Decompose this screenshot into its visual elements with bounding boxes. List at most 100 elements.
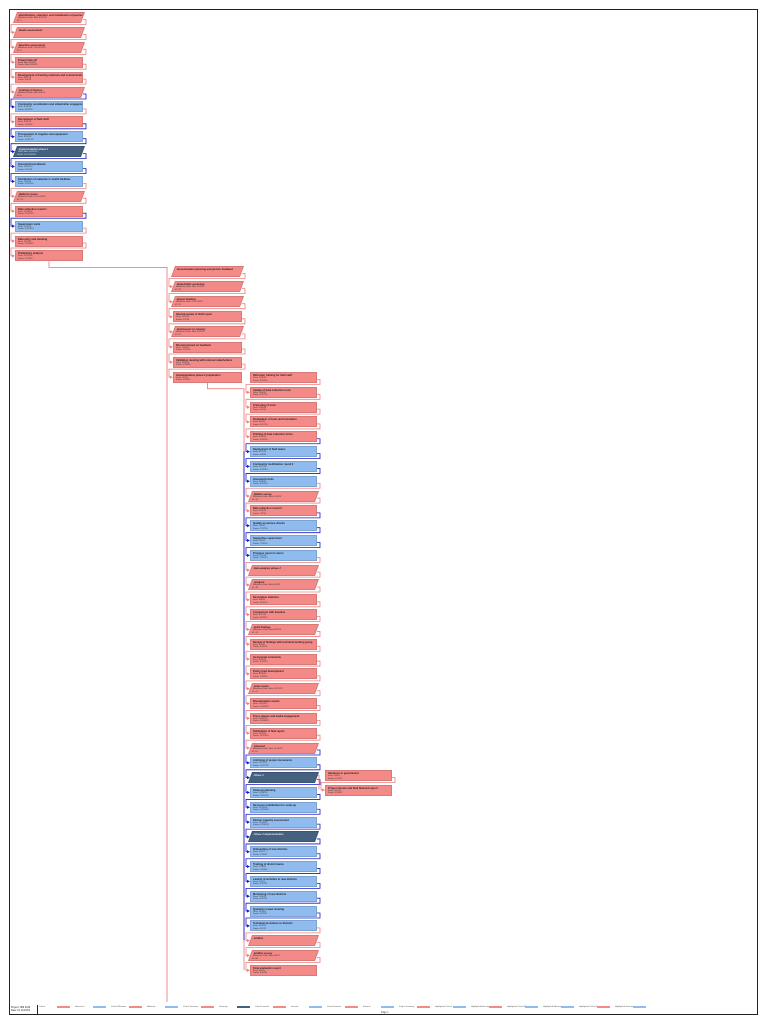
milestone-node[interactable]: Midline survey Milestone Date: Mon 6/15/2…: [247, 490, 320, 502]
milestone-node[interactable]: Report drafting Milestone Date: Fri 1/24/…: [170, 296, 245, 308]
task-node[interactable]: Pretesting of tools Start: 3/30/20 Finish:…: [250, 401, 317, 413]
task-node[interactable]: Household enrollment Start: 10/14/19 Finis…: [15, 161, 83, 172]
task-node[interactable]: Monitoring of new districts Start: 2/15/2…: [250, 890, 317, 902]
task-node[interactable]: Data collection round 1 Start: 11/18/19 Fi…: [15, 205, 83, 217]
milestone-node[interactable]: Data analysis phase 2: [247, 564, 320, 576]
milestone-node[interactable]: Endline survey Milestone Date: Mon 4/5/21…: [247, 949, 320, 961]
task-node[interactable]: Community sensitization and stakeholder …: [15, 101, 83, 113]
node-title: Resource mobilization for scale-up: [253, 803, 297, 807]
node-detail: ID: 22: [174, 333, 182, 336]
task-node[interactable]: Review of findings with technical workin…: [250, 638, 317, 650]
milestone-node[interactable]: Baseline assessment Milestone Date: Thu 8…: [12, 41, 86, 53]
legend-swatch: [633, 1006, 646, 1008]
task-node[interactable]: Development of training materials and co…: [15, 71, 83, 83]
node-detail: Finish: 2/12/21: [253, 883, 268, 886]
task-node[interactable]: Project closure and final financial repo…: [325, 784, 392, 796]
milestone-node[interactable]: Implementation phase 1 Start: Mon 10/14/1…: [12, 146, 86, 158]
legend-swatch: [561, 1006, 574, 1008]
milestone-node[interactable]: Dissemination planning and partner feedb…: [170, 266, 245, 277]
milestone-node[interactable]: Phase 3 implementation: [247, 831, 320, 843]
node-detail: Start: 7/27/20: [253, 554, 267, 557]
task-node[interactable]: Onboarding of new districts Start: 1/4/21…: [250, 846, 317, 858]
node-title: Comparison with baseline: [253, 611, 286, 615]
milestone-node[interactable]: Endline: [247, 935, 320, 947]
task-node[interactable]: Policy brief development Start: 9/28/20 Fi…: [250, 668, 317, 680]
task-node[interactable]: Comparison with baseline Start: 8/17/20 Fi…: [250, 609, 317, 621]
task-node[interactable]: Recruitment of field staff Start: 9/23/19…: [15, 116, 83, 128]
node-detail: Finish: 5/8/20: [253, 453, 267, 456]
node-detail: Finish: 9/20/19: [18, 108, 33, 111]
node-title: Descriptive statistics: [253, 596, 279, 600]
node-title: Needs assessment: [18, 28, 43, 32]
task-node[interactable]: Revision based on feedback Start: 2/11/20…: [173, 341, 242, 353]
node-detail: Start: 3/16/20: [253, 377, 267, 379]
task-node[interactable]: Update of data collection tools Start: 3/…: [250, 386, 317, 398]
task-node[interactable]: Resource mobilization for scale-up Start:…: [250, 801, 317, 813]
task-node[interactable]: Community mobilization round 2 Start: 4/2…: [250, 460, 317, 472]
node-detail: Start: 3/22/21: [253, 925, 267, 928]
task-node[interactable]: Press release and media engagement Start:…: [250, 712, 317, 724]
task-node[interactable]: Descriptive statistics Start: 8/4/20 Finis…: [250, 594, 317, 606]
task-node[interactable]: Training of district teams Start: 1/18/21…: [250, 861, 317, 873]
node-detail: Start: 9/23/19: [18, 136, 32, 139]
task-node[interactable]: Distribution of materials to health faci…: [15, 175, 83, 187]
node-title: Printing of data collection forms: [253, 433, 293, 437]
task-node[interactable]: Project kick-off Start: Mon 8/26/19 Finish…: [15, 56, 83, 68]
task-node[interactable]: Incorporate comments Start: 9/14/20 Finish…: [250, 653, 317, 665]
node-title: Project closure and final financial repo…: [328, 786, 378, 790]
task-node[interactable]: Quality assurance checks Start: 7/6/20 Fin…: [250, 520, 317, 532]
task-node[interactable]: Printing of data collection forms Start: …: [250, 431, 317, 443]
milestone-node[interactable]: Closeout Milestone Date: Mon 11/16/20 ID: …: [247, 742, 320, 754]
node-detail: Finish: 2/21/20: [176, 349, 191, 352]
task-node[interactable]: Data collection round 2 Start: 6/16/20 Fin…: [250, 505, 317, 517]
task-node[interactable]: Household visits Start: 5/18/20 Finish: 6/…: [250, 475, 317, 487]
milestone-node[interactable]: Analysis Milestone Date: Mon 8/3/20 ID: 40: [247, 579, 320, 591]
node-title: Project kick-off: [18, 58, 37, 62]
legend-item-label: Highlighted Summary: [615, 1006, 635, 1008]
milestone-node[interactable]: Identification, selection, and mobilizat…: [12, 12, 86, 23]
task-node[interactable]: Validation meeting with national stakeho…: [173, 356, 242, 368]
task-node[interactable]: Supervision visits Start: 12/2/19 Finish: …: [15, 220, 83, 232]
node-detail: Start: 2/15/21: [253, 895, 267, 898]
task-node[interactable]: Deployment of field teams Start: 4/27/20 F…: [250, 446, 317, 458]
node-detail: Start: 3/2/20: [176, 376, 188, 379]
task-node[interactable]: Technical assistance to districts Start: …: [250, 920, 317, 932]
milestone-node[interactable]: Needs assessment: [12, 26, 86, 38]
task-node[interactable]: Dissemination events Start: 10/13/20 Finis…: [250, 698, 317, 710]
milestone-node[interactable]: Training of trainers Milestone Date: Mon …: [12, 86, 86, 98]
task-node[interactable]: Handover to government Start: 5/3/21 Finis…: [325, 770, 392, 781]
node-detail: Finish: 5/28/21: [328, 792, 343, 795]
task-node[interactable]: Implementation phase 2 preparation Start:…: [173, 371, 242, 383]
node-title: Supervision visits: [18, 222, 41, 226]
legend-item-label: Noncritical: [75, 1006, 85, 1008]
task-node[interactable]: Progress report to donor Start: 7/27/20 Fi…: [250, 549, 317, 561]
task-node[interactable]: Data entry and cleaning Start: 12/2/19 Fin…: [15, 235, 83, 247]
node-title: Progress report to donor: [253, 551, 284, 555]
milestone-node[interactable]: Midterm review Milestone Date: Fri 11/15/…: [12, 190, 86, 202]
task-node[interactable]: Refresher training for field staff Start:…: [250, 372, 317, 383]
task-node[interactable]: Internal review of draft report Start: 1/…: [173, 311, 242, 323]
task-node[interactable]: Archiving of project documents Start: 11/…: [250, 757, 317, 769]
node-detail: Finish: 10/23/20: [253, 705, 269, 708]
task-node[interactable]: Quarterly review meeting Start: 3/15/21 Fi…: [250, 905, 317, 917]
milestone-node[interactable]: Final review Milestone Date: Mon 10/12/20…: [247, 683, 320, 695]
legend-swatch: [93, 1006, 106, 1008]
task-node[interactable]: Finalization of tools and translation Sta…: [250, 416, 317, 428]
task-node[interactable]: Publication of final report Start: 11/2/2…: [250, 727, 317, 739]
task-node[interactable]: Supportive supervision Start: 7/6/20 Finis…: [250, 535, 317, 547]
task-node[interactable]: Launch of activities in new districts Sta…: [250, 875, 317, 887]
task-node[interactable]: Final evaluation report Start: 4/6/21 Fini…: [250, 964, 317, 976]
legend-swatch: [129, 1006, 142, 1008]
milestone-node[interactable]: Phase 3: [247, 772, 320, 784]
milestone-node[interactable]: Stakeholder workshop Milestone Date: Mon …: [170, 281, 245, 293]
task-node[interactable]: Partner capacity assessment Start: 12/14/…: [250, 816, 317, 828]
node-detail: ID: 47: [251, 690, 259, 693]
milestone-node[interactable]: Draft findings Milestone Date: Mon 8/31/2…: [247, 623, 320, 635]
milestone-node[interactable]: Submission to ministry Milestone Date: Mo…: [170, 326, 245, 338]
task-node[interactable]: Procurement of supplies and equipment Sta…: [15, 131, 83, 143]
task-node[interactable]: Scale-up planning Start: 11/30/20 Finish: …: [250, 786, 317, 798]
node-detail: Finish: 3/19/21: [253, 913, 268, 916]
node-detail: Finish: 7/3/20: [253, 512, 267, 515]
node-detail: Start: 3/15/21: [253, 910, 267, 913]
task-node[interactable]: Preliminary analysis Start: 12/23/19 Finis…: [15, 250, 83, 262]
